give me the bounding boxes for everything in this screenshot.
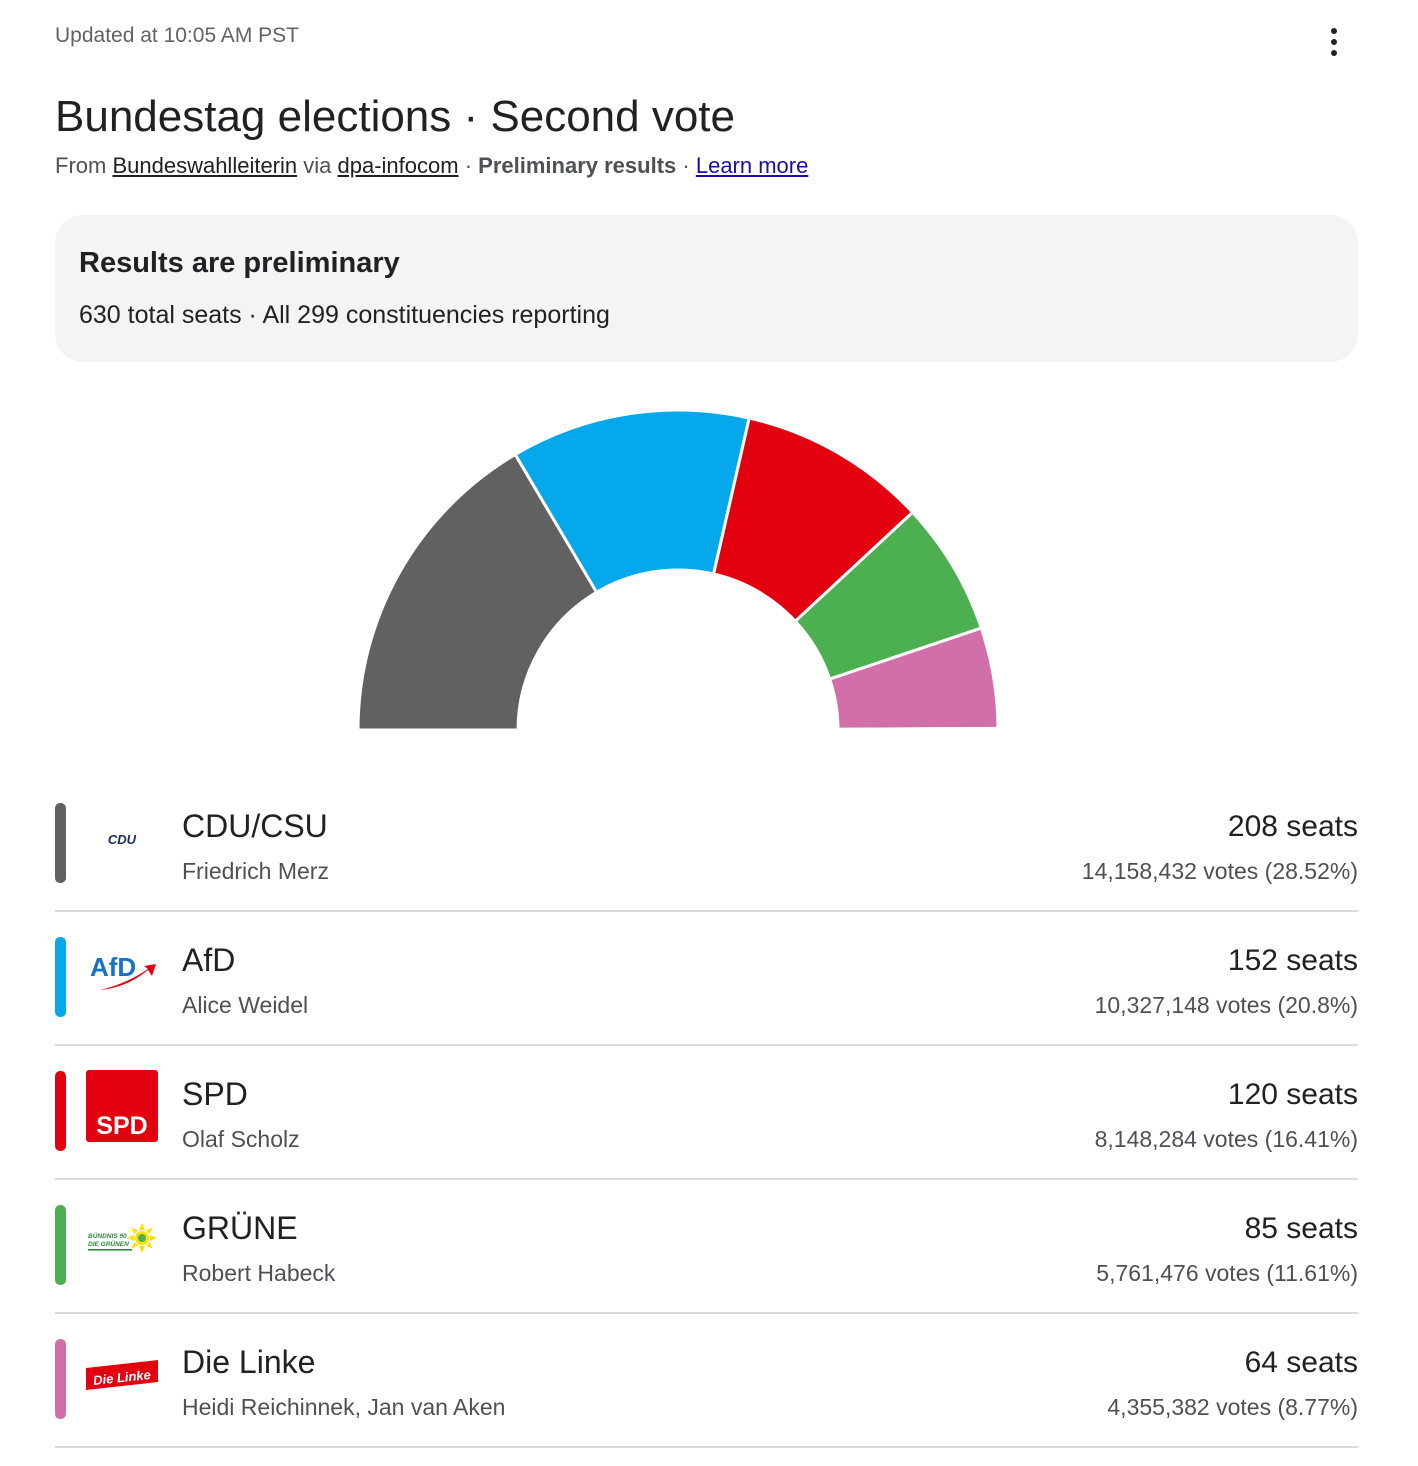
party-row-gruene[interactable]: BÜNDNIS 90 DIE GRÜNEN GRÜNE Robert Habec…: [55, 1180, 1358, 1314]
party-name: Die Linke: [182, 1344, 316, 1380]
seat-segment-cdu-csu[interactable]: [356, 452, 599, 732]
source-from: From: [55, 153, 107, 178]
svg-text:BÜNDNIS 90: BÜNDNIS 90: [88, 1231, 127, 1240]
party-row-afd[interactable]: AfD AfD Alice Weidel 152 seats 10,327,14…: [55, 912, 1358, 1046]
svg-text:CDU: CDU: [108, 832, 137, 847]
party-name: GRÜNE: [182, 1210, 298, 1246]
party-color-bar: [55, 1205, 66, 1285]
party-color-bar: [55, 1071, 66, 1151]
seat-segment-ssw[interactable]: [836, 726, 1000, 732]
party-votes: 4,355,382 votes (8.77%): [1107, 1394, 1358, 1420]
party-votes: 5,761,476 votes (11.61%): [1096, 1260, 1358, 1286]
party-row-die-linke[interactable]: Die Linke Die Linke Heidi Reichinnek, Ja…: [55, 1314, 1358, 1448]
source-link-bundeswahlleiterin[interactable]: Bundeswahlleiterin: [112, 153, 298, 178]
party-leader: Olaf Scholz: [182, 1126, 300, 1152]
party-color-bar: [55, 937, 66, 1017]
party-name: AfD: [182, 942, 236, 978]
source-line: From Bundeswahlleiterin via dpa-infocom …: [55, 153, 808, 179]
svg-text:DIE GRÜNEN: DIE GRÜNEN: [88, 1239, 129, 1248]
party-seats: 152 seats: [1227, 944, 1358, 977]
more-options-button[interactable]: [1316, 24, 1352, 60]
party-seats: 120 seats: [1227, 1078, 1358, 1111]
party-row-spd[interactable]: SPD SPD Olaf Scholz 120 seats 8,148,284 …: [55, 1046, 1358, 1180]
party-name: CDU/CSU: [182, 808, 328, 844]
updated-timestamp: Updated at 10:05 AM PST: [55, 24, 299, 47]
svg-text:SPD: SPD: [96, 1112, 147, 1140]
seat-segment-afd[interactable]: [513, 408, 752, 595]
spd-logo: SPD: [86, 1070, 158, 1142]
svg-text:Die Linke: Die Linke: [92, 1367, 151, 1388]
seat-distribution-chart: [340, 395, 1020, 740]
party-leader: Robert Habeck: [182, 1260, 336, 1286]
party-votes: 14,158,432 votes (28.52%): [1081, 858, 1358, 884]
learn-more-link[interactable]: Learn more: [695, 153, 809, 178]
party-seats: 64 seats: [1244, 1346, 1358, 1379]
party-color-bar: [55, 803, 66, 883]
party-name: SPD: [182, 1076, 248, 1112]
notice-subtitle: 630 total seats · All 299 constituencies…: [79, 301, 610, 329]
results-status: Preliminary results: [478, 153, 677, 178]
page-title: Bundestag elections · Second vote: [55, 92, 736, 141]
more-vert-icon-dot: [1331, 39, 1337, 45]
party-list: CDU CDU/CSU Friedrich Merz 208 seats 14,…: [55, 778, 1358, 1448]
source-via: via: [303, 153, 332, 178]
party-seats: 208 seats: [1227, 810, 1358, 843]
party-color-bar: [55, 1339, 66, 1419]
gruene-logo: BÜNDNIS 90 DIE GRÜNEN: [86, 1204, 158, 1276]
party-leader: Friedrich Merz: [182, 858, 329, 884]
party-row-cdu-csu[interactable]: CDU CDU/CSU Friedrich Merz 208 seats 14,…: [55, 778, 1358, 912]
party-seats: 85 seats: [1244, 1212, 1358, 1245]
die-linke-logo: Die Linke: [86, 1338, 158, 1410]
svg-text:AfD: AfD: [90, 952, 136, 982]
party-votes: 10,327,148 votes (20.8%): [1094, 992, 1358, 1018]
party-leader: Alice Weidel: [182, 992, 309, 1018]
notice-title: Results are preliminary: [79, 247, 400, 279]
seat-chart-svg: [356, 408, 1000, 732]
afd-logo: AfD: [86, 936, 158, 1008]
source-separator: ·: [464, 153, 473, 178]
source-link-dpa-infocom[interactable]: dpa-infocom: [337, 153, 459, 178]
party-votes: 8,148,284 votes (16.41%): [1094, 1126, 1358, 1152]
source-separator: ·: [682, 153, 690, 178]
cdu-csu-logo: CDU: [86, 802, 158, 874]
party-leader: Heidi Reichinnek, Jan van Aken: [182, 1394, 506, 1420]
preliminary-notice-card: Results are preliminary 630 total seats …: [55, 215, 1358, 362]
more-vert-icon-dot: [1331, 50, 1337, 56]
more-vert-icon: [1331, 28, 1337, 34]
